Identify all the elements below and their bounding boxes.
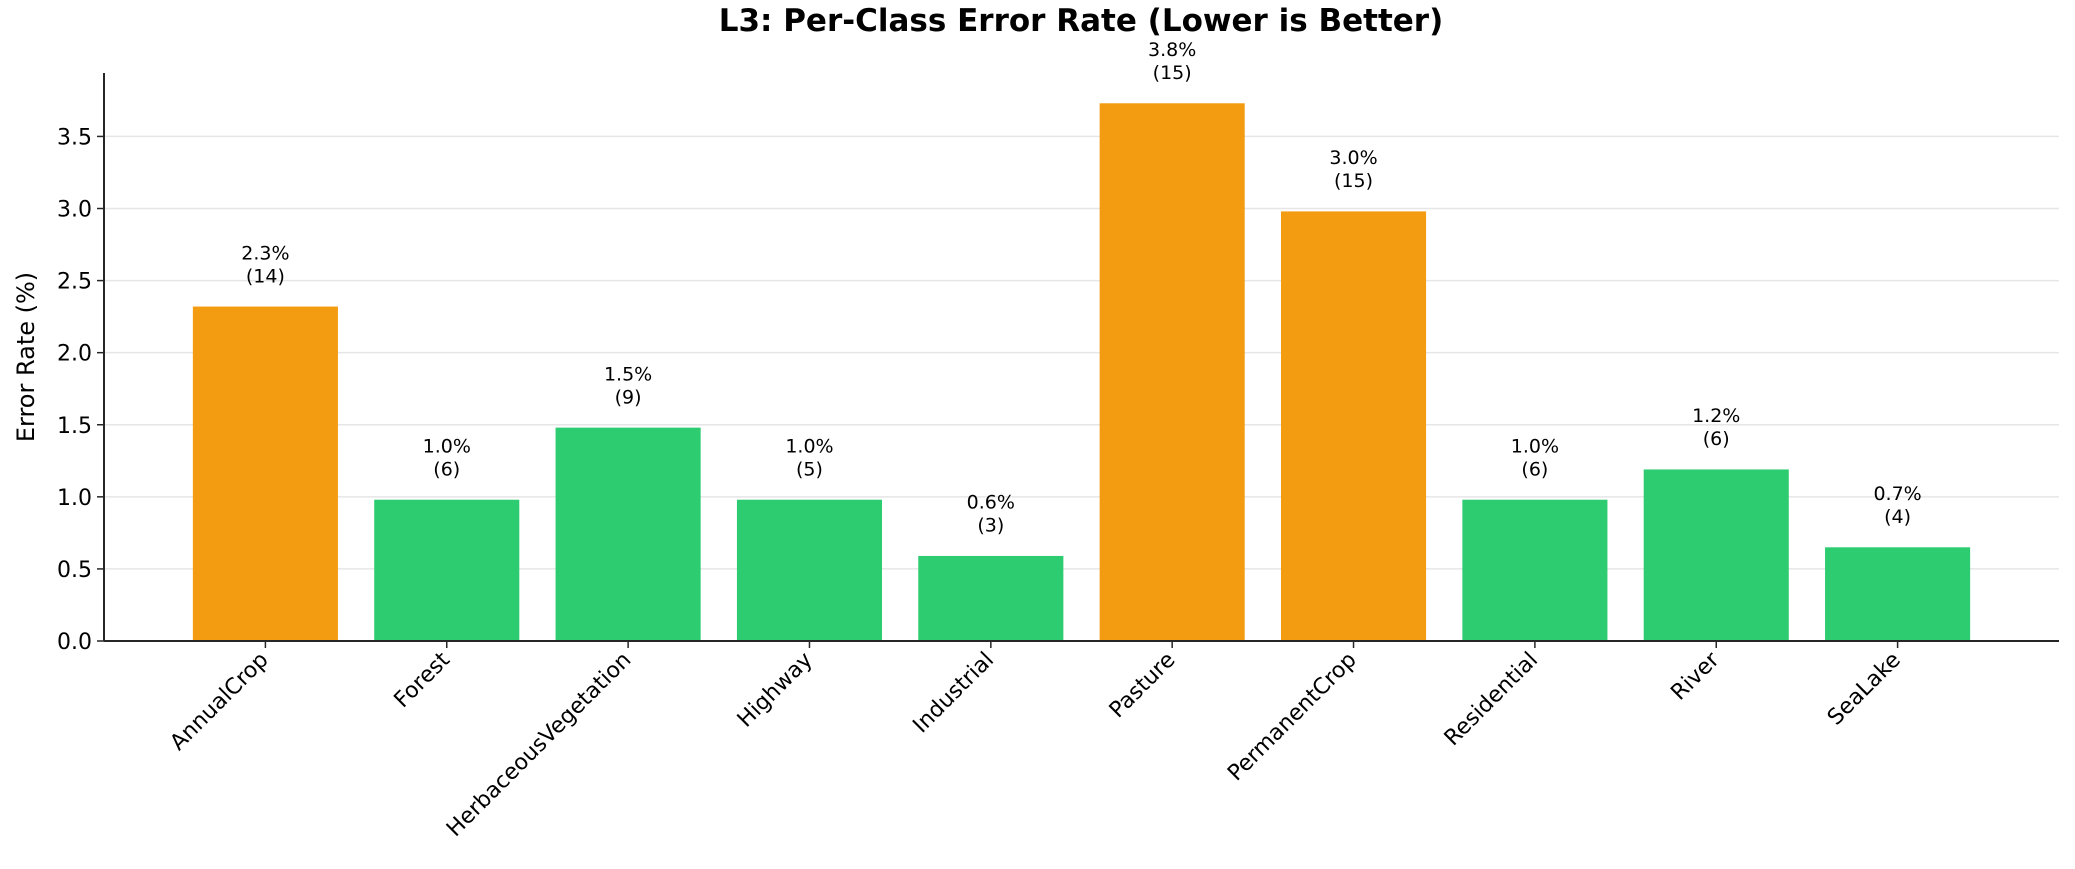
bar-value-label: 1.0% <box>423 435 471 457</box>
bar-value-label: 3.8% <box>1148 39 1196 61</box>
y-tick-label: 1.5 <box>57 414 92 439</box>
y-ticks: 0.0 0.5 1.0 1.5 2.0 2.5 3.0 3.5 <box>57 125 104 655</box>
y-tick-label: 0.5 <box>57 558 92 583</box>
chart-title: L3: Per-Class Error Rate (Lower is Bette… <box>719 3 1444 39</box>
x-tick-label: PermanentCrop <box>1223 648 1362 787</box>
y-tick-label: 2.0 <box>57 342 92 367</box>
bar-count-label: (4) <box>1884 506 1911 528</box>
y-tick-label: 3.5 <box>57 125 92 150</box>
y-tick-label: 3.0 <box>57 198 92 223</box>
bar-count-label: (6) <box>1521 458 1548 480</box>
bar-value-label: 1.2% <box>1692 405 1740 427</box>
x-tick-label: HerbaceousVegetation <box>442 648 636 842</box>
bar-labels: 2.3%(14)1.0%(6)1.5%(9)1.0%(5)0.6%(3)3.8%… <box>241 39 1921 537</box>
bar-count-label: (15) <box>1153 62 1192 84</box>
bar-count-label: (15) <box>1334 170 1373 192</box>
bar-Residential <box>1462 499 1608 641</box>
bar-count-label: (3) <box>977 515 1004 537</box>
grid-lines <box>104 135 2059 570</box>
x-tick-label: Pasture <box>1105 648 1181 724</box>
bar-value-label: 3.0% <box>1329 147 1377 169</box>
bar-count-label: (14) <box>246 265 285 287</box>
bar-value-label: 2.3% <box>241 242 289 264</box>
x-tick-label: Industrial <box>908 648 999 739</box>
bar-SeaLake <box>1825 547 1971 641</box>
bar-PermanentCrop <box>1280 211 1427 641</box>
bar-value-label: 1.0% <box>785 435 833 457</box>
bar-HerbaceousVegetation <box>555 427 701 641</box>
bar-value-label: 0.7% <box>1873 483 1921 505</box>
bar-value-label: 1.0% <box>1511 435 1559 457</box>
bar-value-label: 1.5% <box>604 363 652 385</box>
bar-Forest <box>374 499 520 641</box>
x-tick-label: Highway <box>733 648 818 733</box>
y-axis-label: Error Rate (%) <box>12 272 40 442</box>
x-tick-label: SeaLake <box>1823 648 1906 731</box>
y-tick-label: 0.0 <box>57 630 92 655</box>
bar-AnnualCrop <box>192 306 338 641</box>
bar-River <box>1643 469 1789 641</box>
bars <box>192 103 1971 641</box>
bar-Industrial <box>918 555 1064 641</box>
bar-Pasture <box>1099 103 1245 641</box>
y-tick-label: 2.5 <box>57 270 92 295</box>
bar-count-label: (5) <box>796 458 823 480</box>
bar-Highway <box>736 499 883 641</box>
x-tick-label: River <box>1667 647 1726 706</box>
x-tick-label: AnnualCrop <box>166 648 274 756</box>
bar-count-label: (9) <box>615 386 642 408</box>
y-tick-label: 1.0 <box>57 486 92 511</box>
bar-count-label: (6) <box>433 458 460 480</box>
bar-count-label: (6) <box>1703 428 1730 450</box>
x-tick-label: Residential <box>1440 648 1543 751</box>
bar-value-label: 0.6% <box>967 492 1015 514</box>
x-tick-label: Forest <box>390 647 456 713</box>
